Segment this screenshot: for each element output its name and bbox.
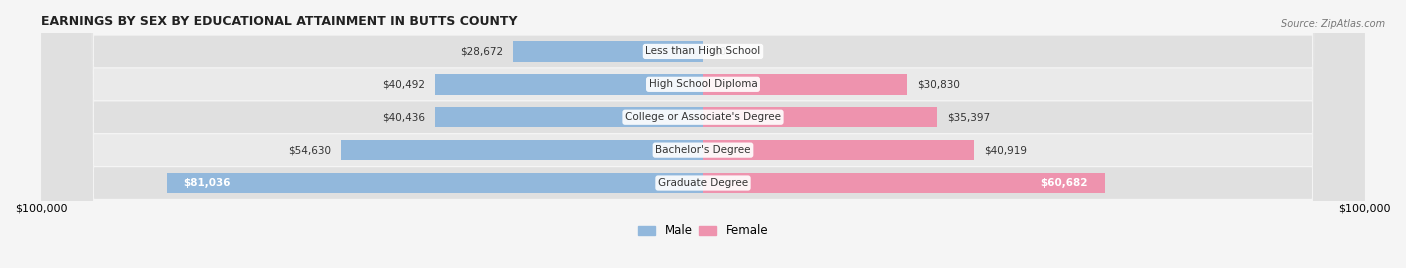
Text: $30,830: $30,830 xyxy=(917,79,960,89)
Text: Source: ZipAtlas.com: Source: ZipAtlas.com xyxy=(1281,19,1385,29)
Legend: Male, Female: Male, Female xyxy=(633,220,773,242)
Text: Less than High School: Less than High School xyxy=(645,46,761,57)
FancyBboxPatch shape xyxy=(41,0,1365,268)
Bar xyxy=(434,74,703,95)
Text: $81,036: $81,036 xyxy=(183,178,231,188)
Text: EARNINGS BY SEX BY EDUCATIONAL ATTAINMENT IN BUTTS COUNTY: EARNINGS BY SEX BY EDUCATIONAL ATTAINMEN… xyxy=(41,15,517,28)
Text: $28,672: $28,672 xyxy=(460,46,503,57)
Text: Bachelor's Degree: Bachelor's Degree xyxy=(655,145,751,155)
Bar xyxy=(513,41,703,62)
Bar xyxy=(703,140,974,160)
FancyBboxPatch shape xyxy=(41,0,1365,268)
Text: College or Associate's Degree: College or Associate's Degree xyxy=(626,112,780,122)
Text: $40,919: $40,919 xyxy=(984,145,1026,155)
FancyBboxPatch shape xyxy=(41,0,1365,268)
Text: High School Diploma: High School Diploma xyxy=(648,79,758,89)
Bar xyxy=(703,107,938,127)
Bar xyxy=(703,74,907,95)
FancyBboxPatch shape xyxy=(41,0,1365,268)
Text: $40,492: $40,492 xyxy=(382,79,425,89)
Text: $54,630: $54,630 xyxy=(288,145,332,155)
Text: $60,682: $60,682 xyxy=(1040,178,1088,188)
Bar xyxy=(703,173,1105,193)
Text: Graduate Degree: Graduate Degree xyxy=(658,178,748,188)
Bar xyxy=(342,140,703,160)
Text: $0: $0 xyxy=(713,46,725,57)
Bar xyxy=(167,173,703,193)
FancyBboxPatch shape xyxy=(41,0,1365,268)
Text: $35,397: $35,397 xyxy=(948,112,990,122)
Bar xyxy=(436,107,703,127)
Text: $40,436: $40,436 xyxy=(382,112,426,122)
